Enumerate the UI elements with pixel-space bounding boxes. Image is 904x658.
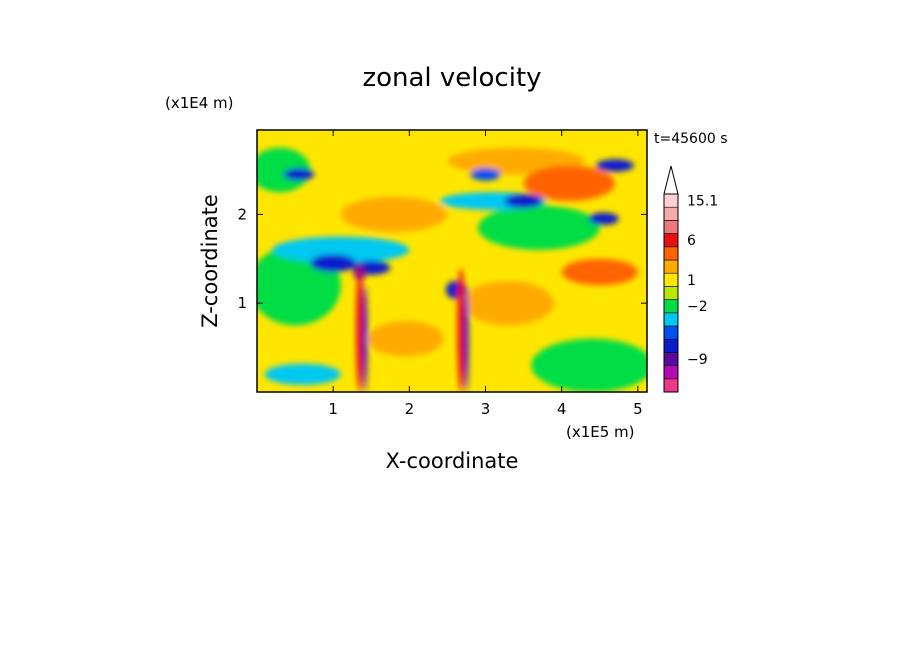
field-jet (470, 168, 501, 181)
colorbar-band (663, 220, 679, 234)
colorbar-tick-label: −9 (687, 352, 708, 368)
y-unit-label: (x1E4 m) (165, 94, 234, 112)
colorbar-band (663, 286, 679, 300)
colorbar-band (663, 325, 679, 340)
field-jet (310, 254, 357, 273)
colorbar-band (663, 206, 679, 221)
x-tick-label: 2 (405, 400, 415, 418)
colorbar-band (663, 338, 679, 353)
colorbar-tick-label: −2 (687, 299, 708, 315)
chart-title: zonal velocity (362, 63, 541, 93)
field-jet (257, 147, 311, 193)
colorbar-tick-label: 6 (687, 233, 696, 249)
x-axis-label: X-coordinate (386, 449, 519, 473)
field-plume (464, 285, 469, 392)
colorbar-band (663, 352, 679, 366)
field-jet (264, 363, 341, 385)
x-tick-label: 4 (557, 400, 567, 418)
field-jet (272, 236, 410, 264)
field-jet (340, 196, 448, 233)
field-jet (595, 159, 635, 172)
field-jet (477, 205, 600, 250)
colorbar-tick-label: 1 (687, 273, 696, 289)
field-plume (356, 267, 364, 392)
colorbar-band (663, 365, 679, 380)
colorbar-frame (663, 193, 679, 393)
y-axis: 12 (237, 205, 647, 312)
x-tick-label: 5 (633, 400, 643, 418)
time-label: t=45600 s (654, 131, 728, 147)
colorbar-band (663, 193, 679, 208)
y-tick-label: 2 (237, 205, 247, 223)
field-jet (561, 258, 638, 286)
field-jet (504, 193, 543, 209)
colorbar-band (663, 246, 679, 261)
x-tick-label: 1 (328, 400, 338, 418)
colorbar-extend-max (663, 165, 679, 195)
colorbar-tick-label: 15.1 (687, 194, 718, 210)
y-tick-label: 1 (237, 294, 247, 312)
x-tick-label: 3 (481, 400, 491, 418)
colorbar-band (663, 233, 679, 248)
field-features (257, 147, 647, 392)
colorbar-band (663, 312, 679, 327)
colorbar-band (663, 378, 679, 393)
colorbar-band (663, 259, 679, 274)
field-plume (457, 267, 465, 392)
plot-frame (256, 129, 648, 393)
x-axis: 1 2 3 4 5 (328, 130, 643, 418)
field-jet (523, 165, 616, 202)
colorbar-band (663, 299, 679, 314)
field-plume (362, 285, 368, 392)
x-unit-label: (x1E5 m) (566, 423, 635, 441)
field-jet (588, 212, 619, 226)
field-jet (531, 338, 647, 392)
field-jet (283, 168, 315, 181)
colorbar-band (663, 272, 679, 287)
plot-area (256, 129, 648, 393)
y-axis-label: Z-coordinate (198, 194, 222, 328)
colorbar: 15.1 6 1 −2 −9 (663, 165, 718, 393)
field-jet (462, 280, 555, 326)
field-jet (367, 320, 444, 357)
